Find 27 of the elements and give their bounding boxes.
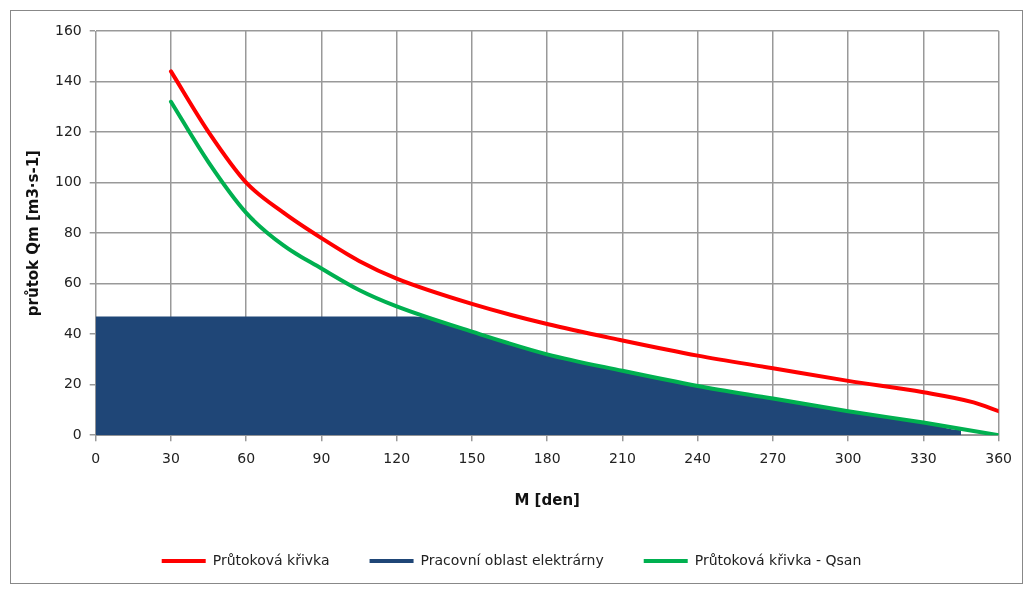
y-tick-label: 120 [54, 122, 82, 139]
x-tick-label: 0 [91, 450, 101, 467]
legend-label: Pracovní oblast elektrárny [420, 551, 604, 568]
x-tick-label: 60 [237, 450, 256, 467]
legend-label: Průtoková křivka [212, 551, 330, 568]
x-tick-label: 210 [609, 450, 636, 467]
x-tick-label: 360 [985, 450, 1013, 467]
x-tick-label: 270 [759, 450, 787, 467]
x-tick-label: 300 [834, 450, 862, 467]
x-tick-label: 330 [910, 450, 937, 467]
y-axis-title: průtok Qm [m3·s-1] [23, 150, 42, 317]
x-tick-label: 30 [162, 450, 180, 467]
x-tick-label: 240 [684, 450, 712, 467]
y-tick-label: 20 [63, 375, 82, 392]
y-tick-label: 100 [54, 173, 82, 190]
x-axis-title: M [den] [514, 490, 580, 509]
x-tick-label: 90 [312, 450, 331, 467]
legend-label: Průtoková křivka - Qsan [694, 551, 862, 568]
y-tick-label: 60 [63, 274, 82, 291]
y-tick-label: 0 [72, 425, 82, 442]
y-tick-label: 40 [63, 324, 82, 341]
x-tick-label: 150 [458, 450, 486, 467]
x-tick-label: 180 [533, 450, 561, 467]
y-tick-label: 80 [63, 223, 82, 240]
y-tick-label: 160 [54, 21, 82, 38]
x-tick-label: 120 [383, 450, 411, 467]
y-tick-label: 140 [54, 72, 82, 89]
